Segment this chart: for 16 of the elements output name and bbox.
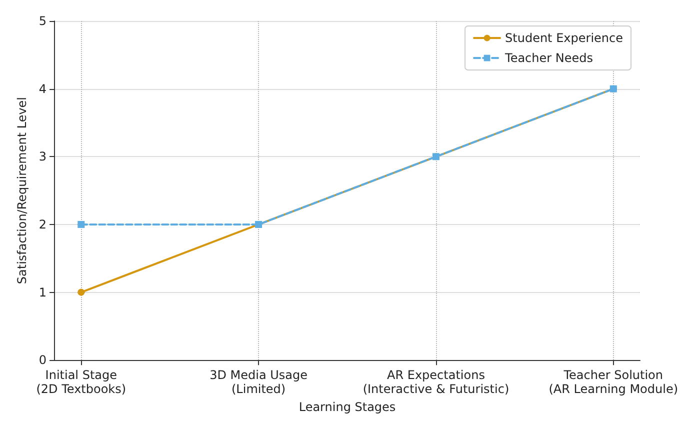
legend-label: Teacher Needs — [504, 51, 594, 65]
y-tick-label: 4 — [38, 82, 47, 96]
x-tick-label: Teacher Solution (AR Learning Module) — [548, 368, 678, 396]
point — [78, 220, 85, 228]
x-tick-label: AR Expectations (Interactive & Futuristic) — [362, 368, 510, 396]
y-tick-label: 0 — [38, 353, 47, 368]
point — [78, 288, 85, 296]
x-tick-label: Initial Stage (2D Textbooks) — [36, 368, 126, 396]
y-tick-label: 2 — [38, 217, 47, 232]
legend-label: Student Experience — [505, 31, 624, 45]
y-axis-title: Satisfaction/Requirement Level — [15, 96, 29, 284]
y-tick-label: 5 — [38, 14, 47, 28]
x-tick-label: 3D Media Usage (Limited) — [210, 368, 308, 396]
x-axis-title: Learning Stages — [298, 400, 396, 414]
y-tick-label: 3 — [38, 150, 47, 164]
y-tick-label: 1 — [38, 285, 47, 300]
